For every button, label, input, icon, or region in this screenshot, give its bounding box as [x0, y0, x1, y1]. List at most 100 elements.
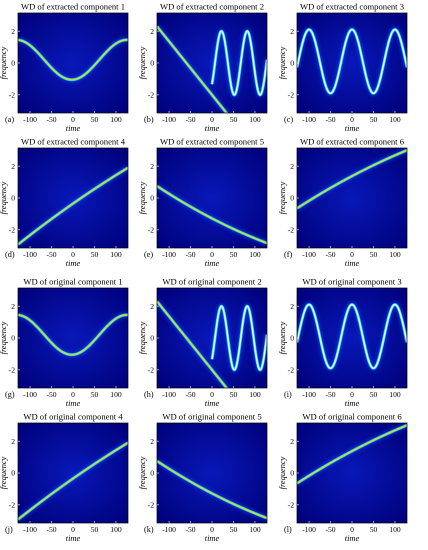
- y-tick-label: -2: [288, 365, 295, 374]
- y-axis-label: frequency: [138, 46, 147, 79]
- x-tick-label: -100: [23, 390, 37, 399]
- y-tick-label: -2: [148, 365, 155, 374]
- chart-panel: -100 -50 0 50 100 2 0 -2 WD of extracted compone…: [278, 137, 408, 268]
- y-tick-label: 2: [11, 437, 15, 446]
- panel-label: (e): [144, 250, 153, 259]
- chart-panel: -100 -50 0 50 100 2 0 -2 WD of original componen…: [278, 412, 408, 543]
- chart-panel: -100 -50 0 50 100 2 0 -2 WD of extracted compone…: [278, 2, 408, 133]
- x-tick-label: 0: [71, 525, 75, 534]
- chart-title: WD of extracted component 6: [300, 137, 405, 147]
- x-tick-label: 0: [210, 525, 214, 534]
- panel-label: (j): [5, 525, 13, 534]
- x-tick-label: 0: [350, 525, 354, 534]
- y-tick-label: -2: [148, 225, 155, 234]
- x-tick-label: -50: [185, 115, 195, 124]
- ridge-core: [297, 28, 407, 95]
- x-tick-label: -50: [46, 115, 56, 124]
- x-axis-label: time: [66, 124, 81, 133]
- chart-panel: -100 -50 0 50 100 2 0 -2 WD of original componen…: [0, 277, 129, 408]
- x-tick-label: 50: [230, 115, 238, 124]
- x-tick-label: -50: [185, 250, 195, 259]
- ridge-peak: [297, 424, 407, 484]
- ridge-peak: [157, 26, 228, 113]
- y-tick-label: 0: [11, 59, 15, 68]
- x-tick-label: 100: [110, 525, 122, 534]
- panel-label: (f): [284, 250, 292, 259]
- y-axis-label: frequency: [138, 321, 147, 354]
- x-tick-label: -100: [302, 525, 316, 534]
- x-tick-label: -100: [302, 250, 316, 259]
- y-axis-label: frequency: [0, 181, 8, 214]
- y-axis-label: frequency: [278, 321, 287, 354]
- plot-area: [18, 13, 128, 113]
- x-tick-label: 100: [389, 525, 401, 534]
- y-axis-label: frequency: [278, 456, 287, 489]
- x-tick-label: -100: [23, 250, 37, 259]
- x-tick-label: -50: [46, 390, 56, 399]
- x-tick-label: 100: [389, 390, 401, 399]
- x-axis-label: time: [345, 259, 360, 268]
- y-tick-label: 2: [150, 27, 154, 36]
- x-axis-label: time: [345, 399, 360, 408]
- y-tick-label: 2: [290, 162, 294, 171]
- y-axis-label: frequency: [0, 456, 8, 489]
- x-axis-label: time: [205, 259, 220, 268]
- x-tick-label: 50: [91, 115, 99, 124]
- ridge-peak: [18, 442, 128, 520]
- x-tick-label: -50: [185, 525, 195, 534]
- chart-panel: -100 -50 0 50 100 2 0 -2 WD of original componen…: [138, 412, 268, 543]
- y-tick-label: 2: [150, 437, 154, 446]
- ridge-core: [297, 303, 407, 370]
- ridge-peak: [18, 39, 128, 81]
- x-tick-label: 50: [370, 390, 378, 399]
- x-tick-label: -100: [162, 115, 176, 124]
- x-tick-label: 0: [350, 390, 354, 399]
- y-axis-label: frequency: [0, 46, 8, 79]
- chart-title: WD of original component 3: [302, 277, 401, 287]
- y-tick-label: 2: [11, 27, 15, 36]
- panel-label: (d): [5, 250, 15, 259]
- x-tick-label: 100: [110, 115, 122, 124]
- y-tick-label: 0: [11, 334, 15, 343]
- ridge-peak: [157, 185, 267, 244]
- chart-title: WD of extracted component 4: [21, 137, 126, 147]
- x-tick-label: -100: [23, 115, 37, 124]
- chart-title: WD of extracted component 5: [160, 137, 264, 147]
- x-tick-label: -50: [46, 525, 56, 534]
- x-tick-label: 100: [389, 250, 401, 259]
- panel-label: (g): [5, 390, 15, 399]
- y-tick-label: 0: [11, 469, 15, 478]
- x-tick-label: 0: [71, 115, 75, 124]
- y-tick-label: 2: [11, 162, 15, 171]
- y-tick-label: 2: [150, 162, 154, 171]
- chart-panel: -100 -50 0 50 100 2 0 -2 WD of extracted compone…: [0, 2, 129, 133]
- x-tick-label: -100: [162, 250, 176, 259]
- x-axis-label: time: [205, 124, 220, 133]
- chart-panel: -100 -50 0 50 100 2 0 -2 WD of original componen…: [138, 277, 268, 408]
- ridge-peak: [157, 301, 228, 388]
- panel-label: (i): [284, 390, 292, 399]
- panel-label: (a): [5, 115, 14, 124]
- chart-title: WD of original component 4: [23, 412, 123, 422]
- y-tick-label: -2: [9, 365, 16, 374]
- x-tick-label: 50: [91, 390, 99, 399]
- ridge-peak: [297, 149, 407, 209]
- x-tick-label: -100: [23, 525, 37, 534]
- y-tick-label: 0: [150, 469, 154, 478]
- x-tick-label: 50: [91, 525, 99, 534]
- x-tick-label: 100: [249, 525, 261, 534]
- x-tick-label: 50: [91, 250, 99, 259]
- ridge-core: [211, 30, 267, 96]
- x-tick-label: 100: [389, 115, 401, 124]
- y-tick-label: -2: [288, 90, 295, 99]
- x-tick-label: 100: [249, 250, 261, 259]
- x-tick-label: 50: [230, 250, 238, 259]
- x-tick-label: -100: [162, 525, 176, 534]
- y-tick-label: -2: [148, 90, 155, 99]
- x-tick-label: 50: [370, 250, 378, 259]
- x-tick-label: 0: [71, 390, 75, 399]
- x-tick-label: -50: [325, 390, 335, 399]
- x-tick-label: -50: [185, 390, 195, 399]
- y-tick-label: 0: [150, 334, 154, 343]
